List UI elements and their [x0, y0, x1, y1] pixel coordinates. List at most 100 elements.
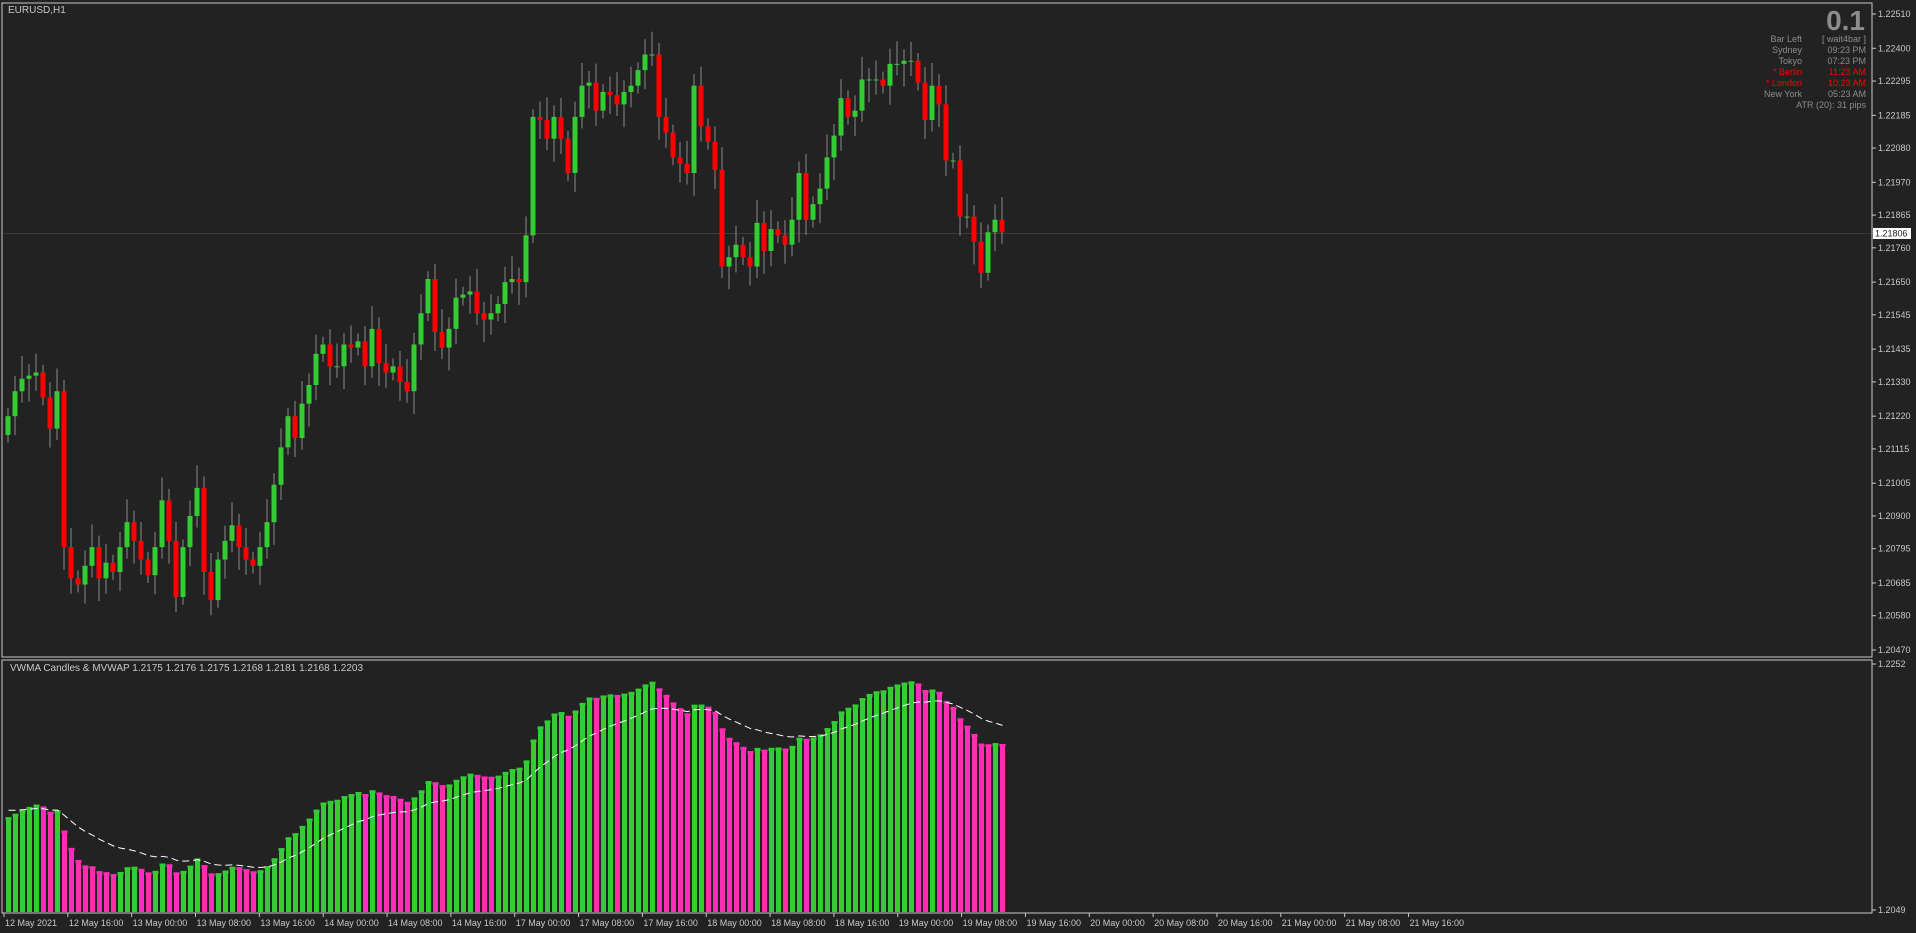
- vwma-bar: [888, 688, 893, 912]
- vwma-bar-head: [698, 704, 705, 708]
- candle-body: [747, 257, 753, 267]
- sub-y-tick-label: 1.2049: [1878, 905, 1906, 915]
- vwma-bar-head: [684, 713, 691, 717]
- vwma-bar: [685, 715, 690, 912]
- vwma-bar: [209, 875, 214, 912]
- vwma-bar-head: [215, 873, 222, 877]
- candle-body: [40, 372, 46, 398]
- vwma-bar-head: [271, 858, 278, 862]
- vwma-bar-head: [320, 802, 327, 806]
- main-y-tick-label: 1.21865: [1878, 210, 1911, 220]
- vwma-bar: [916, 685, 921, 912]
- candle-body: [579, 85, 585, 117]
- candle-body: [96, 547, 102, 579]
- candle-body: [733, 244, 739, 258]
- vwma-bar-head: [19, 809, 26, 813]
- x-tick-label: 17 May 16:00: [643, 918, 698, 928]
- vwma-bar-head: [40, 806, 47, 810]
- main-price-panel[interactable]: EURUSD,H1 1.225101.224001.222951.221851.…: [1, 2, 1911, 658]
- vwma-bar: [895, 686, 900, 912]
- candle-body: [803, 173, 809, 220]
- x-tick-label: 14 May 00:00: [324, 918, 379, 928]
- main-y-tick-label: 1.21220: [1878, 411, 1911, 421]
- vwma-bar: [335, 801, 340, 912]
- candle-body: [299, 403, 305, 438]
- vwma-bar: [223, 872, 228, 912]
- vwma-bar: [601, 697, 606, 912]
- candle-body: [908, 60, 914, 62]
- candle-body: [376, 328, 382, 364]
- current-price-label: 1.21806: [1875, 228, 1908, 238]
- vwma-bar-head: [446, 784, 453, 788]
- vwma-bar: [664, 696, 669, 912]
- candle-body: [173, 540, 179, 597]
- info-row-label: Sydney: [1772, 45, 1803, 55]
- candle-body: [243, 547, 249, 560]
- x-tick-label: 13 May 16:00: [260, 918, 315, 928]
- vwma-bar: [531, 741, 536, 912]
- vwma-bar-head: [572, 710, 579, 714]
- candle-body: [999, 219, 1005, 233]
- candle-body: [103, 562, 109, 579]
- candle-body: [292, 416, 298, 438]
- vwma-bar: [769, 749, 774, 912]
- vwma-bar: [545, 722, 550, 912]
- main-y-tick-label: 1.21115: [1878, 444, 1909, 454]
- candle-body: [439, 332, 445, 348]
- vwma-bar-head: [950, 706, 957, 710]
- candle-body: [467, 291, 473, 295]
- vwma-candles: [5, 681, 1006, 912]
- main-y-tick-label: 1.20470: [1878, 645, 1911, 655]
- vwma-bar: [755, 749, 760, 912]
- vwma-bar: [377, 794, 382, 912]
- vwma-bar: [195, 860, 200, 912]
- vwma-bar: [797, 739, 802, 912]
- vwma-bar-head: [712, 711, 719, 715]
- candle-body: [852, 110, 858, 117]
- vwma-bar: [783, 750, 788, 912]
- vwma-bar: [580, 704, 585, 912]
- candle-body: [761, 222, 767, 251]
- vwma-bar: [832, 723, 837, 912]
- candle-body: [285, 416, 291, 448]
- vwma-bar-head: [397, 798, 404, 802]
- candle-body: [397, 366, 403, 382]
- vwma-bar: [790, 747, 795, 912]
- vwma-bar-head: [68, 847, 75, 851]
- candle-body: [740, 244, 746, 258]
- vwma-bar: [839, 713, 844, 912]
- main-y-tick-label: 1.21760: [1878, 243, 1911, 253]
- vwma-bar-head: [964, 725, 971, 729]
- vwma-bar-head: [292, 833, 299, 837]
- candle-body: [838, 98, 844, 136]
- current-price-label-bg: [1873, 227, 1911, 239]
- vwma-bar: [972, 735, 977, 912]
- vwma-bar-head: [971, 733, 978, 737]
- vwma-bar: [482, 778, 487, 912]
- vwma-bar: [440, 787, 445, 912]
- vwma-bar: [300, 827, 305, 912]
- vwma-sub-window[interactable]: VWMA Candles & MVWAP 1.2175 1.2176 1.217…: [1, 659, 1906, 915]
- vwma-bar-head: [831, 721, 838, 725]
- x-tick-label: 13 May 00:00: [133, 918, 188, 928]
- info-row-value: 09:23 PM: [1827, 45, 1866, 55]
- vwma-bar: [671, 704, 676, 912]
- candle-body: [859, 79, 865, 111]
- vwma-bar: [426, 783, 431, 912]
- candle-body: [481, 313, 487, 320]
- candle-body: [159, 500, 165, 548]
- vwma-bar: [328, 802, 333, 912]
- vwma-bar-head: [663, 694, 670, 698]
- candle-body: [936, 85, 942, 105]
- vwma-bar-head: [82, 865, 89, 869]
- vwma-bar-head: [117, 871, 124, 875]
- candle-body: [411, 344, 417, 392]
- candle-body: [145, 559, 151, 576]
- vwma-bar-head: [33, 804, 40, 808]
- vwma-bar: [83, 867, 88, 912]
- x-tick-label: 21 May 08:00: [1346, 918, 1401, 928]
- vwma-bar: [167, 866, 172, 912]
- candle-body: [572, 116, 578, 173]
- vwma-bar: [265, 868, 270, 912]
- vwma-bar-head: [719, 728, 726, 732]
